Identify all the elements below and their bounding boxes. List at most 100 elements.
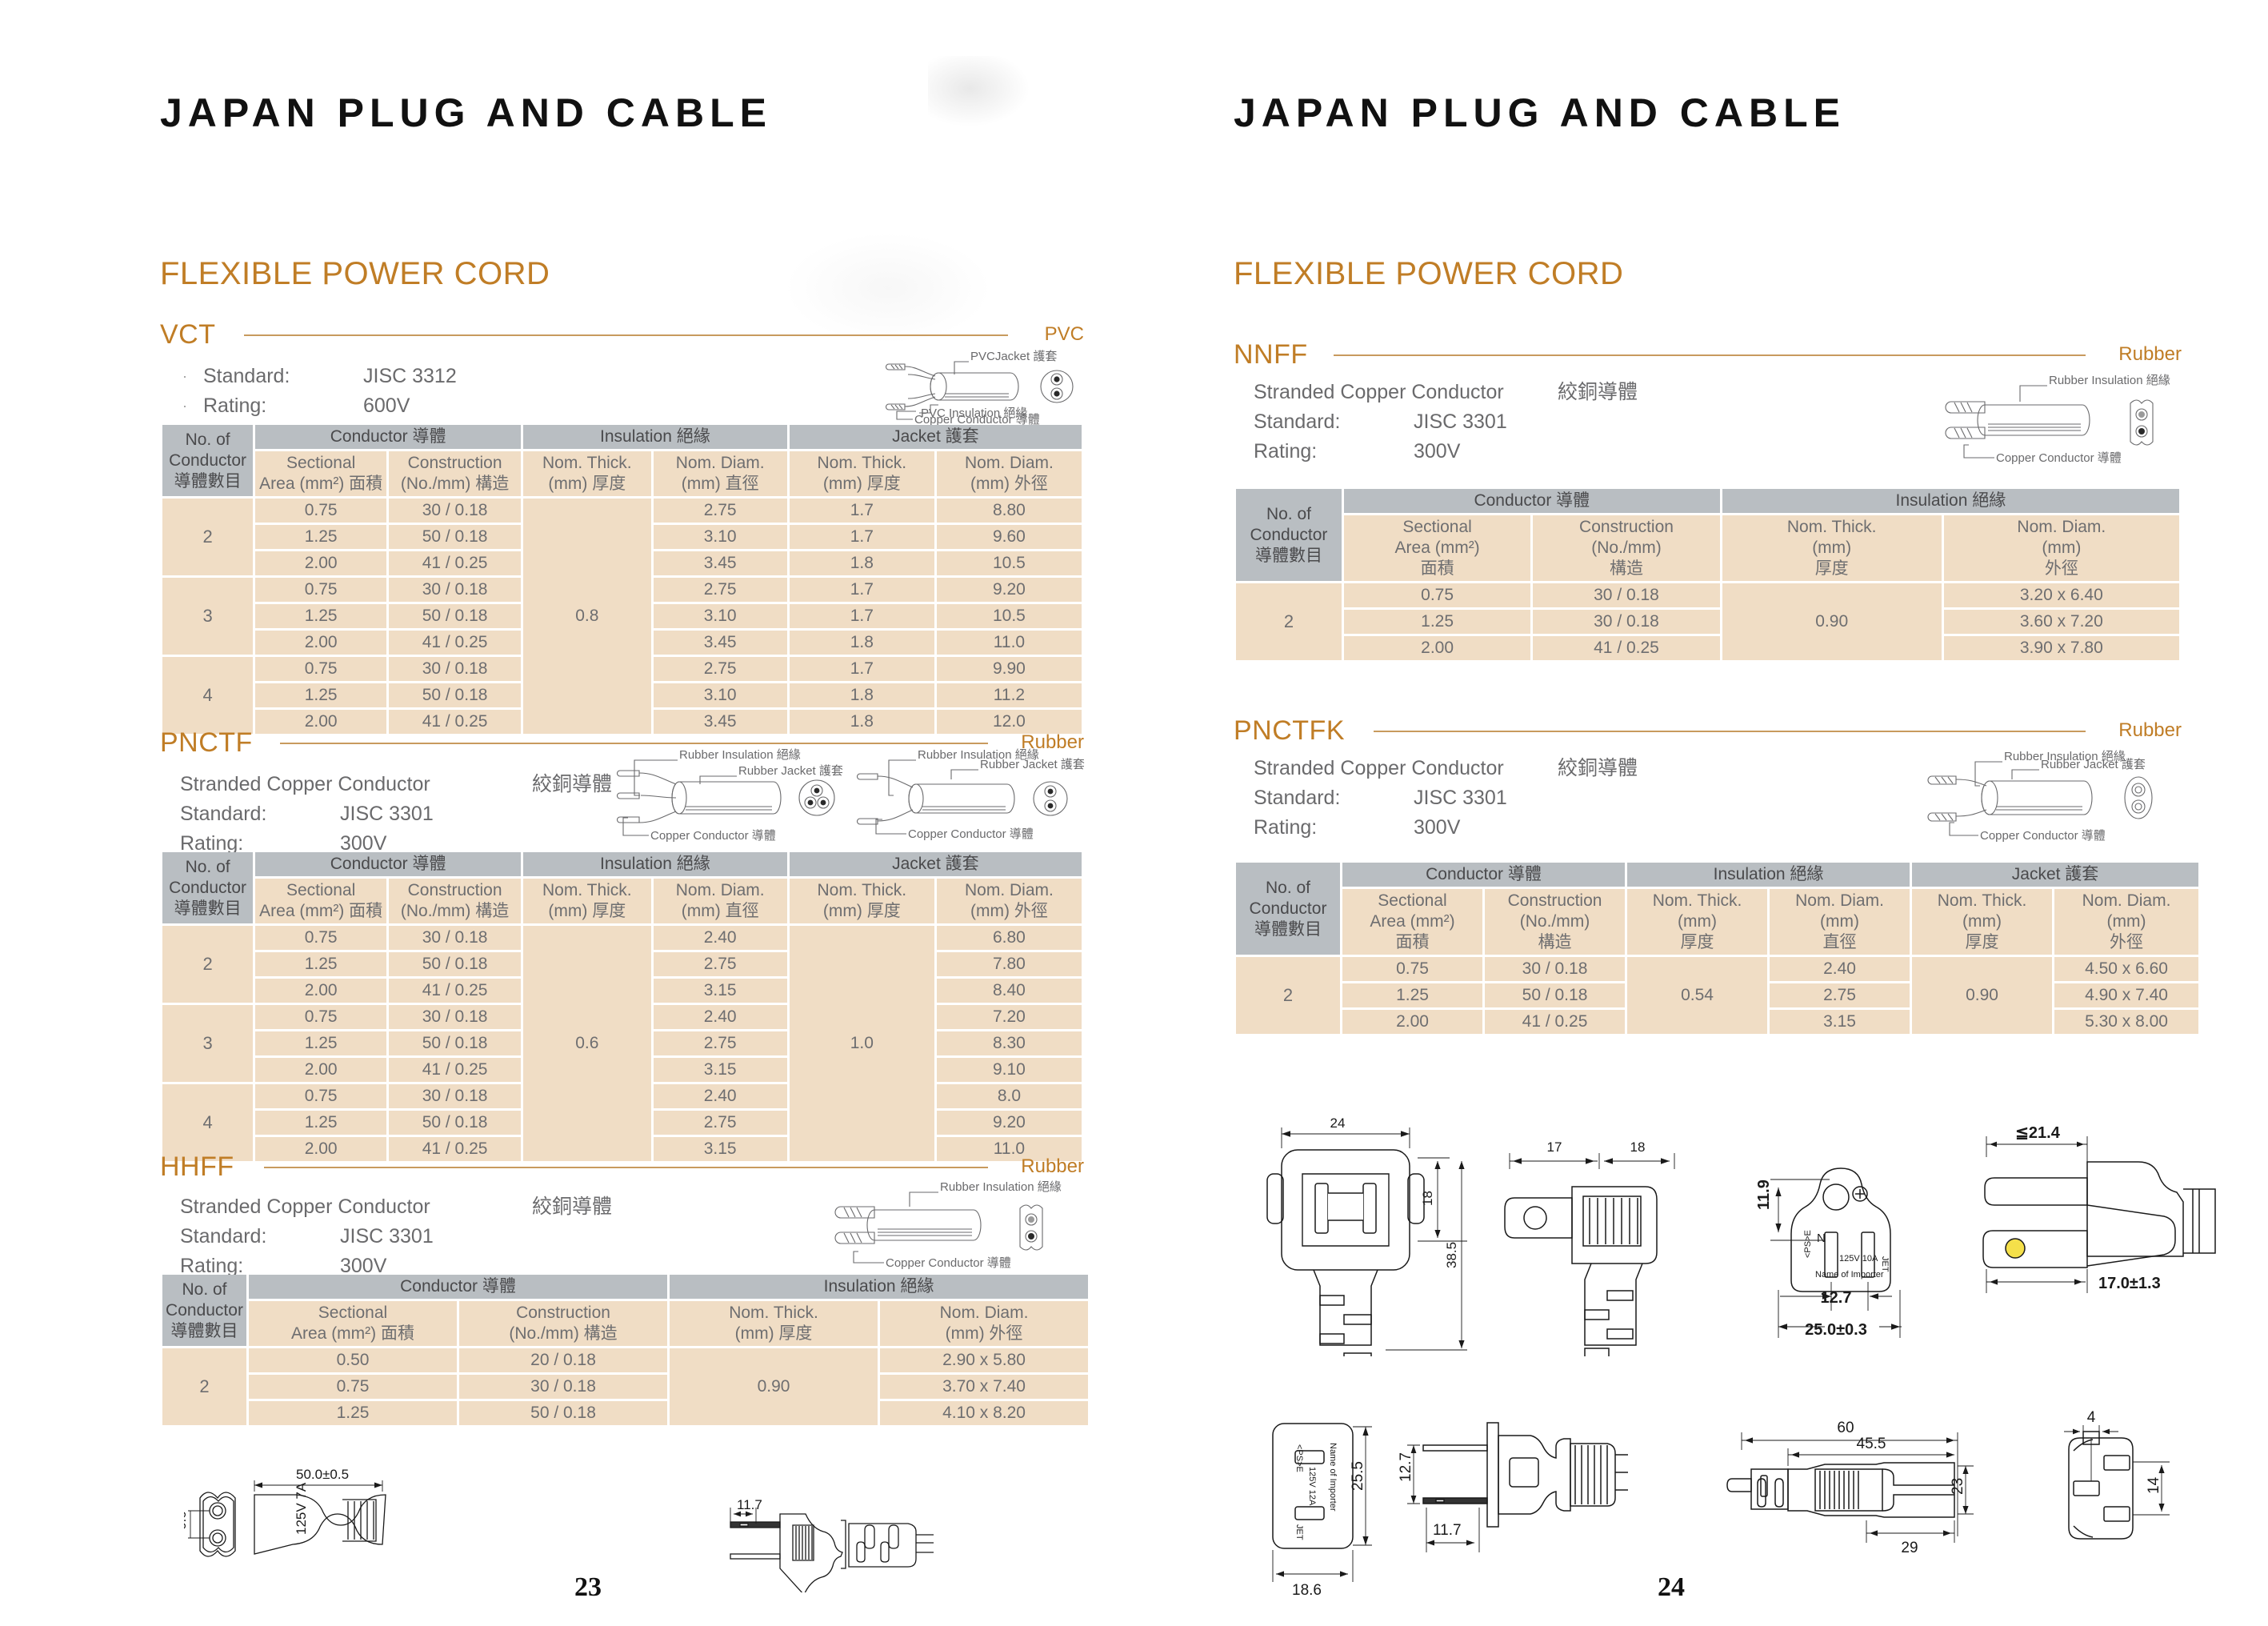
cell-insulation-thickness: 0.54 [1627,957,1768,1034]
section-title-left: FLEXIBLE POWER CORD [160,256,550,291]
cell-sectional-area: 0.75 [255,657,387,681]
dim-label-14: 14 [2146,1476,2162,1494]
group-pnctfk: PNCTFK Rubber [1234,716,2182,751]
cell-insulation-diameter: 2.75 [1770,983,1910,1007]
cell-insulation-diameter: 2.75 [653,1111,787,1135]
cell-sectional-area: 0.75 [255,578,387,602]
col-header-insulation: Insulation 絕緣 [523,425,787,449]
drawing-iec-connector-side: 60 45.5 23 29 [1726,1392,1998,1588]
group-material-pnctf: Rubber [1021,731,1084,753]
spec-stranded-copper: Stranded Copper Conductor [1254,757,1504,779]
cell-insulation-thickness: 0.6 [523,926,651,1161]
group-rule [280,743,988,744]
scan-smudge-2 [784,232,992,344]
col-header-insulation: Insulation 絕緣 [1722,489,2179,513]
marking-jet: JET [1294,1524,1304,1540]
col-header-conductor: Conductor 導體 [1342,863,1626,887]
dim-label-23: 23 [1950,1478,1966,1495]
cell-sectional-area: 0.75 [1343,583,1531,607]
cell-no-of-conductor: 2 [1236,957,1340,1034]
cell-jacket-thickness: 1.8 [789,631,934,655]
cell-sectional-area: 0.75 [255,1005,387,1029]
cell-insulation-diameter: 3.15 [653,979,787,1003]
spec-key-rating: Rating: [180,832,244,855]
cell-insulation-diameter: 3.70 x 7.40 [880,1375,1089,1399]
cell-no-of-conductor: 3 [162,1005,254,1082]
marking-n: N [1817,1232,1826,1245]
cell-jacket-thickness: 1.7 [789,525,934,549]
dim-label-50: 50.0±0.5 [296,1467,349,1482]
spec-stranded-copper-cn: 絞銅導體 [532,773,613,795]
cell-sectional-area: 1.25 [249,1401,457,1425]
cell-no-of-conductor: 4 [162,657,254,734]
cell-sectional-area: 2.00 [255,551,387,575]
cell-construction: 30 / 0.18 [1533,610,1720,634]
cell-no-of-conductor: 2 [162,499,254,575]
table-row: 2.00 41 / 0.25 3.90 x 7.80 [1236,636,2179,660]
dim-label-29: 29 [1901,1540,1918,1556]
cable-label-copper-conductor: Copper Conductor 導體 [886,1256,1011,1270]
cell-jacket-thickness: 1.7 [789,604,934,628]
spec-value-standard: JISC 3301 [1414,787,1507,809]
cell-jacket-diameter: 8.40 [936,979,1082,1003]
spec-key-standard: Standard: [1254,787,1341,809]
cable-label-copper-conductor: Copper Conductor 導體 [914,413,1040,427]
marking-ps-e: <PS>E [1294,1444,1304,1472]
cell-jacket-thickness: 1.8 [789,551,934,575]
dim-label-24: 24 [1330,1116,1346,1131]
dim-label-117b: 11.7 [1433,1522,1462,1539]
table-nnff: No. of Conductor 導體數目 Conductor 導體 Insulatio… [1234,487,2182,663]
table-row: 1.25 50 / 0.18 2.75 7.80 [162,952,1082,976]
section-title-right: FLEXIBLE POWER CORD [1234,256,1624,291]
cable-label-rubber-insulation: Rubber Insulation 絕緣 [940,1180,1062,1194]
cell-construction: 41 / 0.25 [389,631,522,655]
cable-label-copper-conductor: Copper Conductor 導體 [908,827,1034,841]
dim-label-127: 12.7 [1821,1289,1852,1307]
cell-jacket-diameter: 7.80 [936,952,1082,976]
col-header-ins-diam: Nom. Diam. (mm) 外徑 [880,1301,1089,1346]
cell-insulation-diameter: 3.20 x 6.40 [1943,583,2179,607]
spec-key-rating: Rating: [1254,440,1318,463]
cell-no-of-conductor: 3 [162,578,254,655]
dim-label-170: 17.0±1.3 [2098,1275,2161,1292]
cell-insulation-diameter: 3.45 [653,551,787,575]
cell-jacket-thickness: 1.7 [789,657,934,681]
dim-label-18b: 18 [1630,1139,1646,1155]
col-header-jkt-diam: Nom. Diam. (mm) 外徑 [2054,889,2199,955]
dim-label-60: 60 [1837,1420,1854,1436]
col-header-construction: Construction (No./mm) 構造 [459,1301,668,1346]
cell-insulation-diameter: 3.10 [653,525,787,549]
page-number: 23 [574,1572,602,1602]
col-header-conductor: Conductor 導體 [1343,489,1720,513]
cable-label-rubber-insulation: Rubber Insulation 絕緣 [679,748,801,762]
table-pnctfk: No. of Conductor 導體數目 Conductor 導體 Insulatio… [1234,860,2201,1036]
cell-sectional-area: 1.25 [255,1111,387,1135]
cell-construction: 41 / 0.25 [389,710,522,734]
cell-jacket-diameter: 11.2 [936,683,1082,707]
cell-construction: 30 / 0.18 [389,926,522,950]
page-23: JAPAN PLUG AND CABLE FLEXIBLE POWER CORD… [160,56,1089,1602]
page-number: 24 [1658,1572,1685,1602]
bullet-icon: · [182,398,187,414]
drawing-angled-plug-view: ≦21.4 17.0±1.3 [1966,1112,2246,1348]
col-header-no-of-conductor: No. of Conductor 導體數目 [1236,489,1342,581]
col-header-construction: Construction (No./mm) 構造 [389,879,522,923]
cell-jacket-diameter: 8.30 [936,1031,1082,1055]
specs-vct: · Standard: JISC 3312 · Rating: 600V [182,362,547,421]
col-header-no-of-conductor: No. of Conductor 導體數目 [162,852,254,923]
cell-insulation-diameter: 3.60 x 7.20 [1943,610,2179,634]
cell-jacket-thickness: 1.0 [789,926,934,1161]
table-row: 1.25 50 / 0.18 4.10 x 8.20 [162,1401,1089,1425]
cell-sectional-area: 2.00 [1342,1010,1482,1034]
col-header-construction: Construction (No./mm) 構造 [389,451,522,496]
table-row: 4 0.75 30 / 0.18 2.40 8.0 [162,1084,1082,1161]
group-hhff: HHFF Rubber [160,1152,1084,1187]
cell-sectional-area: 2.00 [255,710,387,734]
table-row: 1.25 50 / 0.18 3.10 1.8 11.2 [162,683,1082,707]
cell-jacket-diameter: 9.20 [936,1111,1082,1135]
table-row: 3 0.75 30 / 0.18 2.40 7.20 [162,1005,1082,1082]
drawing-japan-plug-side: 11.7 [716,1496,980,1596]
col-header-ins-thick: Nom. Thick. (mm) 厚度 [1627,889,1768,955]
cell-insulation-diameter: 2.75 [653,499,787,523]
cell-sectional-area: 1.25 [1343,610,1531,634]
